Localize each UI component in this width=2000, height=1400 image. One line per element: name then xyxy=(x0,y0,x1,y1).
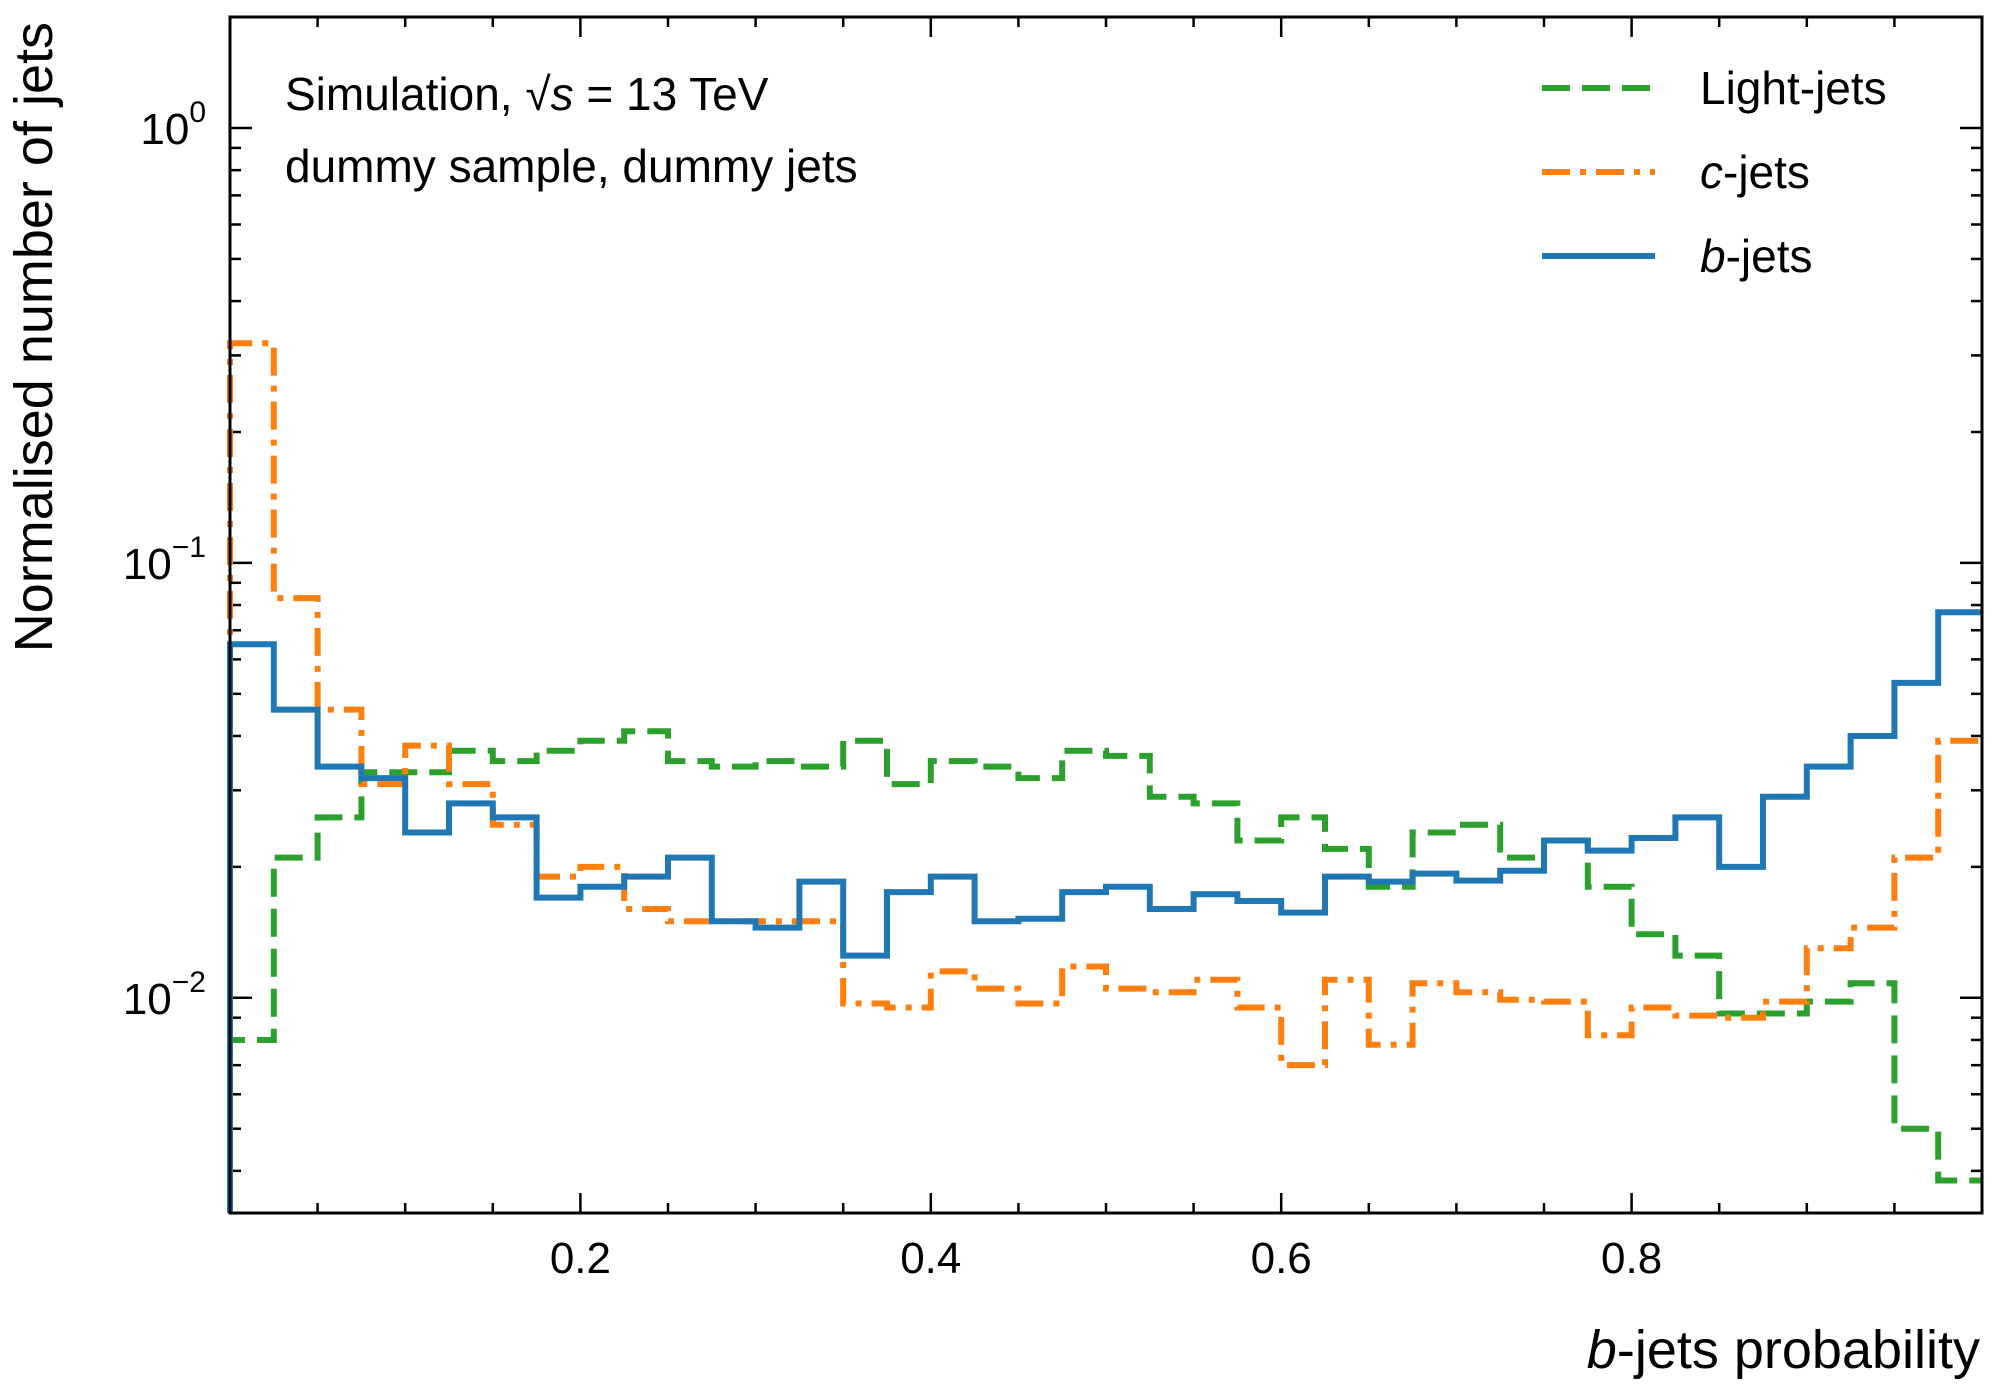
series-line-light-jets xyxy=(227,728,1982,1213)
y-tick-base: 10 xyxy=(123,540,172,589)
legend-label-b-jets: b-jets xyxy=(1700,230,1813,282)
legend-label-text: Light-jets xyxy=(1700,62,1887,114)
x-tick-labels: 0.2 0.4 0.6 0.8 xyxy=(550,1234,1662,1283)
annotation-suffix: = 13 TeV xyxy=(574,68,769,120)
legend-label-c-jets: c-jets xyxy=(1700,146,1810,198)
series-layer xyxy=(227,340,1982,1213)
legend-label-italic: b xyxy=(1700,230,1726,282)
x-axis-label: b-jets probability xyxy=(1587,1320,1980,1380)
y-axis-label: Normalised number of jets xyxy=(4,22,64,652)
sqrt-symbol: √ xyxy=(525,68,551,120)
x-tick-label: 0.2 xyxy=(550,1234,611,1283)
annotation-prefix: Simulation, xyxy=(285,68,525,120)
annotation-line-2: dummy sample, dummy jets xyxy=(285,140,858,192)
x-tick-label: 0.6 xyxy=(1251,1234,1312,1283)
y-tick-label: 10−2 xyxy=(123,966,206,1024)
legend-label-italic: c xyxy=(1700,146,1723,198)
y-tick-base: 10 xyxy=(140,105,189,154)
y-tick-exponent: −2 xyxy=(172,966,206,999)
legend-label-text: -jets xyxy=(1726,230,1813,282)
y-tick-exponent: 0 xyxy=(189,96,206,129)
x-axis-label-rest: -jets probability xyxy=(1617,1320,1980,1380)
x-tick-label: 0.8 xyxy=(1601,1234,1662,1283)
y-tick-label: 100 xyxy=(140,96,206,154)
legend-label-light-jets: Light-jets xyxy=(1700,62,1887,114)
x-tick-label: 0.4 xyxy=(900,1234,961,1283)
annotation-line-1: Simulation, √s = 13 TeV xyxy=(285,68,769,120)
y-tick-base: 10 xyxy=(123,975,172,1024)
y-tick-label: 10−1 xyxy=(123,531,206,589)
sqrt-s: s xyxy=(551,68,574,120)
x-axis-label-italic: b xyxy=(1587,1320,1617,1380)
legend-label-text: -jets xyxy=(1723,146,1810,198)
y-tick-exponent: −1 xyxy=(172,531,206,564)
series-line-b-jets xyxy=(227,609,1982,1213)
plot-frame xyxy=(228,15,1984,1215)
